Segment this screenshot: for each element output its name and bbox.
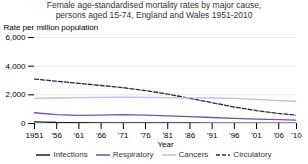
html-text:Cancers: Cancers (178, 150, 209, 159)
svg-text:'61: '61 (74, 131, 85, 140)
svg-text:'10: '10 (291, 131, 302, 140)
svg-text:'96: '96 (229, 131, 240, 140)
svg-text:'56: '56 (51, 131, 62, 140)
svg-text:2,000: 2,000 (5, 90, 26, 99)
html-text:Female age-standardised mortal: Female age-standardised mortality rates … (46, 0, 262, 20)
svg-text:6,000: 6,000 (5, 33, 26, 42)
svg-text:'71: '71 (118, 131, 129, 140)
html-text:Respiratory: Respiratory (112, 150, 154, 159)
svg-text:4,000: 4,000 (5, 61, 26, 70)
svg-text:0: 0 (21, 119, 26, 128)
html-text:Circulatory: Circulatory (233, 150, 272, 159)
svg-text:'01: '01 (251, 131, 262, 140)
svg-text:Rate per million population: Rate per million population (4, 23, 99, 32)
svg-text:'81: '81 (162, 130, 173, 140)
svg-text:Year: Year (157, 139, 174, 148)
svg-text:'66: '66 (96, 131, 107, 140)
html-text:Infections: Infections (53, 150, 88, 159)
svg-text:1951: 1951 (26, 131, 44, 140)
svg-text:'06: '06 (274, 131, 285, 140)
svg-text:'76: '76 (140, 131, 151, 140)
svg-text:'91: '91 (207, 131, 218, 140)
svg-text:'86: '86 (185, 131, 196, 140)
